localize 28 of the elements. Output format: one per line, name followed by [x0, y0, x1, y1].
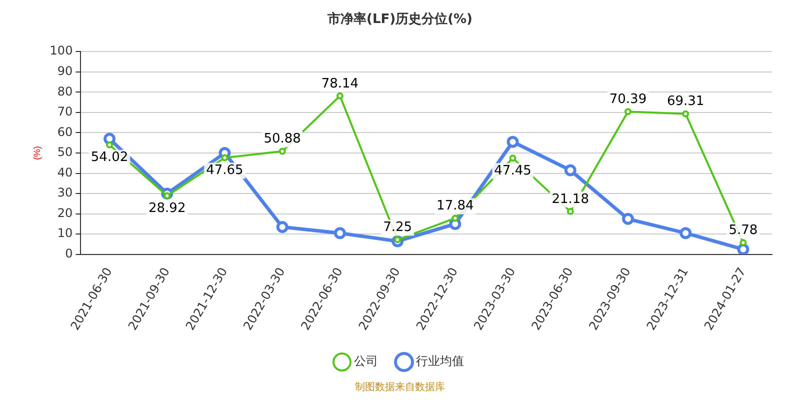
legend-label: 行业均值	[416, 354, 464, 368]
y-tick-label: 80	[57, 84, 73, 98]
y-tick-label: 70	[57, 104, 73, 119]
y-tick-label: 60	[57, 124, 73, 139]
legend-label: 公司	[354, 354, 378, 368]
data-label: 5.78	[728, 223, 758, 238]
data-label: 50.88	[264, 132, 301, 147]
chart-title: 市净率(LF)历史分位(%)	[326, 11, 472, 28]
y-tick-label: 30	[57, 186, 73, 200]
data-label: 78.14	[321, 76, 359, 92]
text: 制图数据来自数据库	[354, 380, 446, 394]
data-label: 7.25	[383, 220, 412, 236]
data-label: 47.45	[494, 164, 532, 179]
data-label: 21.18	[552, 192, 589, 207]
y-tick-label: 50	[57, 145, 73, 160]
data-label: 28.92	[148, 201, 186, 216]
y-tick-label: 20	[57, 206, 73, 220]
data-label: 47.65	[206, 163, 244, 178]
y-tick-label: 40	[57, 165, 73, 180]
data-label: 54.02	[90, 150, 128, 166]
data-label: 69.31	[666, 94, 704, 110]
y-axis-title: (%)	[32, 146, 42, 160]
y-tick-label: 90	[57, 64, 73, 78]
data-label: 17.84	[436, 198, 474, 214]
y-tick-label: 10	[57, 226, 73, 240]
y-tick-label: 0	[65, 246, 73, 261]
data-label: 70.39	[609, 92, 647, 108]
y-tick-label: 100	[50, 44, 73, 58]
